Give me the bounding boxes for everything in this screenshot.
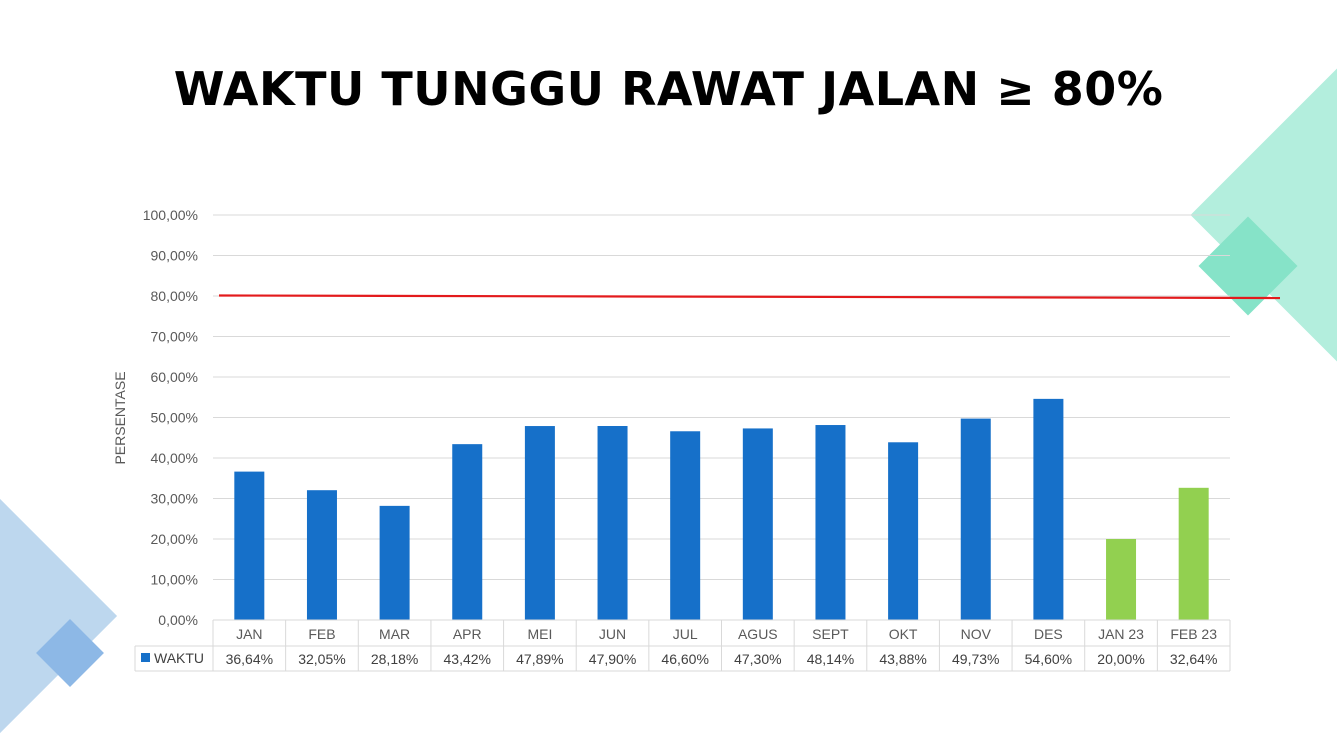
data-label: 49,73% bbox=[952, 651, 999, 667]
x-category-label: AGUS bbox=[738, 626, 778, 642]
y-tick-label: 20,00% bbox=[151, 531, 198, 547]
y-tick-label: 50,00% bbox=[151, 410, 198, 426]
data-label: 43,42% bbox=[444, 651, 491, 667]
legend-series-name: WAKTU bbox=[154, 650, 204, 666]
bar bbox=[743, 428, 773, 620]
data-label: 46,60% bbox=[661, 651, 708, 667]
bar bbox=[1033, 399, 1063, 620]
bar bbox=[234, 472, 264, 620]
legend-swatch bbox=[141, 653, 150, 662]
bar bbox=[307, 490, 337, 620]
y-tick-label: 90,00% bbox=[151, 248, 198, 264]
data-label: 54,60% bbox=[1025, 651, 1072, 667]
x-category-label: APR bbox=[453, 626, 482, 642]
x-category-label: JUL bbox=[673, 626, 698, 642]
x-category-label: MEI bbox=[527, 626, 552, 642]
y-tick-label: 60,00% bbox=[151, 369, 198, 385]
bars bbox=[234, 399, 1208, 620]
bar bbox=[1179, 488, 1209, 620]
bar bbox=[670, 431, 700, 620]
data-label: 48,14% bbox=[807, 651, 854, 667]
data-label: 20,00% bbox=[1097, 651, 1144, 667]
x-category-label: JUN bbox=[599, 626, 626, 642]
data-label: 32,05% bbox=[298, 651, 345, 667]
data-label: 43,88% bbox=[879, 651, 926, 667]
data-label: 28,18% bbox=[371, 651, 418, 667]
y-tick-label: 0,00% bbox=[158, 612, 198, 628]
y-tick-label: 30,00% bbox=[151, 491, 198, 507]
bar bbox=[961, 419, 991, 620]
data-label: 36,64% bbox=[226, 651, 273, 667]
data-table: JAN 36,64% FEB 32,05% MAR 28,18% APR 43,42% MEI 4… bbox=[135, 620, 1230, 671]
bar bbox=[452, 444, 482, 620]
x-category-label: FEB 23 bbox=[1170, 626, 1217, 642]
x-category-label: DES bbox=[1034, 626, 1063, 642]
x-category-label: MAR bbox=[379, 626, 410, 642]
y-tick-label: 40,00% bbox=[151, 450, 198, 466]
y-tick-label: 10,00% bbox=[151, 572, 198, 588]
bar bbox=[525, 426, 555, 620]
x-category-label: OKT bbox=[889, 626, 918, 642]
data-label: 47,89% bbox=[516, 651, 563, 667]
y-axis-tick-labels: 0,00% 10,00% 20,00% 30,00% 40,00% 50,00% 60,00… bbox=[143, 207, 198, 628]
y-tick-label: 100,00% bbox=[143, 207, 198, 223]
data-label: 32,64% bbox=[1170, 651, 1217, 667]
x-category-label: JAN 23 bbox=[1098, 626, 1144, 642]
data-label: 47,30% bbox=[734, 651, 781, 667]
y-tick-label: 80,00% bbox=[151, 288, 198, 304]
y-tick-label: 70,00% bbox=[151, 329, 198, 345]
bar bbox=[815, 425, 845, 620]
x-category-label: FEB bbox=[308, 626, 335, 642]
bar bbox=[598, 426, 628, 620]
bar bbox=[380, 506, 410, 620]
x-category-label: SEPT bbox=[812, 626, 849, 642]
bar bbox=[888, 442, 918, 620]
gridlines bbox=[213, 215, 1230, 620]
x-category-label: JAN bbox=[236, 626, 262, 642]
data-label: 47,90% bbox=[589, 651, 636, 667]
y-axis-title: PERSENTASE bbox=[112, 371, 128, 464]
x-category-label: NOV bbox=[961, 626, 992, 642]
bar bbox=[1106, 539, 1136, 620]
